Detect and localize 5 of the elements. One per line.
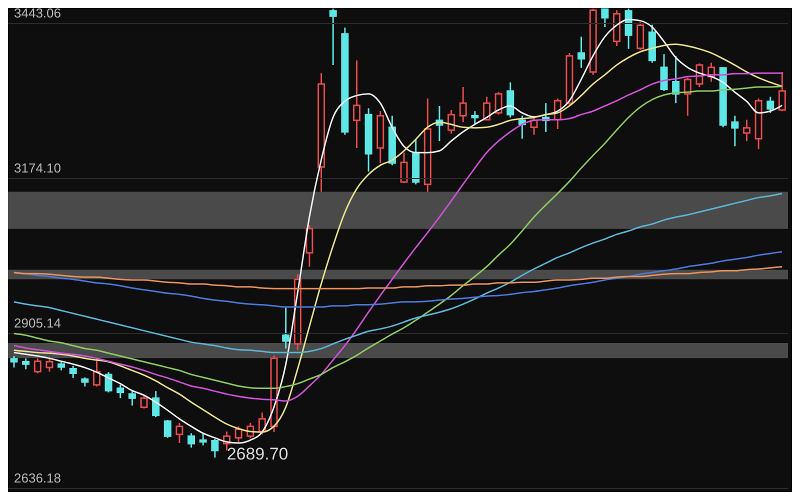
y-tick-label: 3443.06: [14, 6, 61, 21]
y-tick-label: 2636.18: [14, 470, 61, 486]
y-tick-label: 2905.14: [14, 315, 61, 330]
annotation: 2689.70: [226, 444, 288, 464]
y-tick-label: 3174.10: [14, 160, 61, 176]
